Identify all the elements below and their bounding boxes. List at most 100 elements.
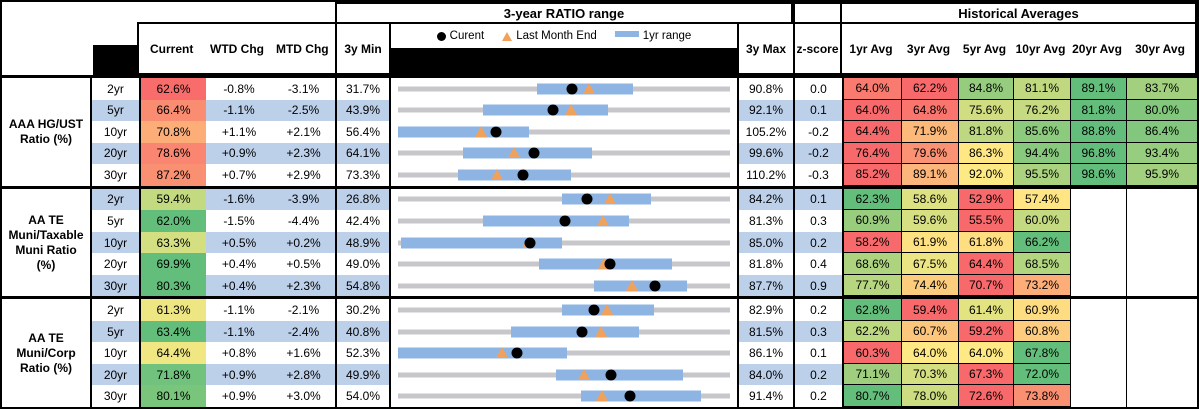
z-score-cell: 0.4: [795, 253, 844, 275]
column-header-30yr-avg: 30yr Avg: [1135, 41, 1185, 56]
range-chart-cell: [391, 121, 739, 143]
1yr-range-bar: [483, 104, 609, 116]
historical-avg-cell: 67.3%: [959, 363, 1014, 386]
1yr-range-bar: [398, 126, 529, 138]
chart-legend-cell: Curent Last Month End 1yr range: [389, 22, 739, 75]
tenor-cell: 20yr: [92, 253, 141, 275]
historical-avg-cell: [1071, 363, 1127, 386]
table-row: 10yr 70.8% +1.1% +2.1% 56.4% 105.2% -0.2 64.4% 7…: [92, 121, 1197, 143]
z-score-cell: -0.3: [795, 164, 844, 186]
current-dot-icon: [559, 215, 571, 227]
historical-avg-cell: 55.5%: [959, 210, 1014, 232]
range-chart-cell: [391, 99, 739, 122]
current-dot-icon: [605, 369, 617, 381]
current-dot-icon: [511, 347, 523, 359]
historical-avg-cell: [1127, 320, 1197, 343]
wtd-chg-cell: +0.5%: [206, 231, 272, 254]
historical-avg-cell: 70.3%: [902, 363, 959, 386]
last-month-triangle-icon: [490, 168, 503, 180]
historical-avg-cell: [1071, 188, 1127, 211]
historical-avg-cell: 62.8%: [844, 299, 902, 321]
historical-avg-cell: 71.9%: [902, 121, 959, 143]
range-chart-cell: [391, 142, 739, 165]
historical-avg-cell: [1127, 210, 1197, 232]
historical-avg-cell: 64.0%: [844, 78, 902, 100]
historical-avg-cell: [1071, 231, 1127, 254]
historical-avg-cell: 76.4%: [844, 142, 902, 165]
column-header-1yr-avg: 1yr Avg: [849, 41, 893, 56]
historical-avg-cell: 61.4%: [959, 299, 1014, 321]
z-score-cell: 0.9: [795, 274, 844, 297]
mtd-chg-cell: +0.2%: [272, 231, 337, 254]
z-score-cell: 0.2: [795, 231, 844, 254]
wtd-chg-cell: -1.1%: [223, 303, 255, 318]
current-value-cell: 69.9%: [141, 253, 206, 275]
last-month-triangle-icon: [604, 193, 617, 205]
historical-avg-cell: 64.4%: [959, 253, 1014, 275]
last-month-triangle-icon: [496, 347, 509, 359]
table-row: 20yr 69.9% +0.4% +0.5% 49.0% 81.8% 0.4 68.6% 67.…: [92, 253, 1197, 275]
last-month-triangle-icon: [475, 125, 487, 137]
range-track: [398, 393, 730, 399]
1yr-range-bar: [398, 347, 567, 359]
table-row: 10yr 64.4% +0.8% +1.6% 52.3% 86.1% 0.1 60.3% 64.…: [92, 342, 1197, 364]
historical-avg-cell: [1127, 274, 1197, 297]
current-value-cell: 63.3%: [141, 231, 206, 254]
column-header-3yr-avg: 3yr Avg: [906, 41, 951, 56]
wtd-chg-cell: -1.1%: [206, 99, 272, 122]
range-chart-cell: [391, 342, 739, 364]
historical-avg-cell: 58.6%: [902, 188, 959, 211]
group-label: AA TE Muni/Taxable Muni Ratio (%): [2, 188, 92, 297]
mtd-chg-cell: -4.4%: [272, 210, 337, 232]
historical-avg-cell: 98.6%: [1071, 164, 1127, 186]
table-row: 5yr 66.4% -1.1% -2.5% 43.9% 92.1% 0.1 64.0% 64.8…: [92, 99, 1197, 122]
range-chart-cell: [391, 210, 739, 232]
3y-max-cell: 84.2%: [739, 188, 795, 211]
column-header-wtd-chg: WTD Chg: [210, 41, 264, 56]
historical-avg-cell: 68.5%: [1014, 253, 1071, 275]
historical-avg-cell: 64.8%: [902, 99, 959, 122]
historical-avg-cell: 70.7%: [959, 274, 1014, 297]
historical-avg-cell: [1071, 299, 1127, 321]
range-chart-cell: [391, 164, 739, 186]
3y-max-cell: 92.1%: [739, 99, 795, 122]
historical-avg-cell: [1071, 253, 1127, 275]
current-value-cell: 63.4%: [141, 320, 206, 343]
wtd-chg-cell: +0.7%: [221, 167, 257, 182]
blackout-block: [93, 45, 139, 75]
z-score-cell: 0.2: [795, 363, 844, 386]
range-chart-cell: [391, 274, 739, 297]
tenor-cell: 5yr: [92, 320, 141, 343]
historical-avg-cell: 78.0%: [902, 385, 959, 407]
table-row: 30yr 80.1% +0.9% +3.0% 54.0% 91.4% 0.2 80.7% 78.…: [92, 385, 1197, 407]
z-score-cell: 0.1: [795, 99, 844, 122]
current-value-cell: 71.8%: [141, 363, 206, 386]
column-header-5yr-avg: 5yr Avg: [962, 41, 1007, 56]
historical-avg-cell: 89.1%: [1071, 78, 1127, 100]
row-group: AA TE Muni/Corp Ratio (%) 2yr 61.3% -1.1% -2…: [2, 296, 1197, 407]
last-month-triangle-icon: [626, 279, 639, 291]
column-header-mtd-chg: MTD Chg: [275, 41, 329, 56]
3y-min-cell: 30.2%: [337, 299, 391, 321]
legend-item-last-month-end: Last Month End: [502, 30, 597, 42]
last-month-triangle-icon: [601, 304, 614, 316]
mtd-chg-cell: -3.1%: [272, 78, 337, 100]
3y-max-cell: 99.6%: [739, 142, 795, 165]
historical-avg-cell: [1127, 253, 1197, 275]
table-row: 20yr 78.6% +0.9% +2.3% 64.1% 99.6% -0.2 76.4% 79…: [92, 142, 1197, 165]
tenor-cell: 10yr: [92, 231, 141, 254]
historical-avg-cell: 81.8%: [959, 121, 1014, 143]
range-chart-cell: [391, 78, 739, 100]
1yr-range-bar: [555, 369, 684, 381]
historical-avg-cell: 62.2%: [902, 78, 959, 100]
mtd-chg-cell: +2.3%: [272, 142, 337, 165]
3y-min-cell: 52.3%: [337, 342, 391, 364]
value-column-headers: Current WTD Chg MTD Chg: [137, 22, 337, 75]
current-value-cell: 80.1%: [141, 385, 206, 407]
historical-avg-cell: 80.7%: [844, 385, 902, 407]
mtd-chg-cell: +1.6%: [272, 342, 337, 364]
tenor-cell: 20yr: [92, 142, 141, 165]
historical-avg-cell: 61.9%: [902, 231, 959, 254]
row-group: AAA HG/UST Ratio (%) 2yr 62.6% -0.8% -3.1% 31…: [2, 78, 1197, 186]
range-chart-cell: [391, 253, 739, 275]
